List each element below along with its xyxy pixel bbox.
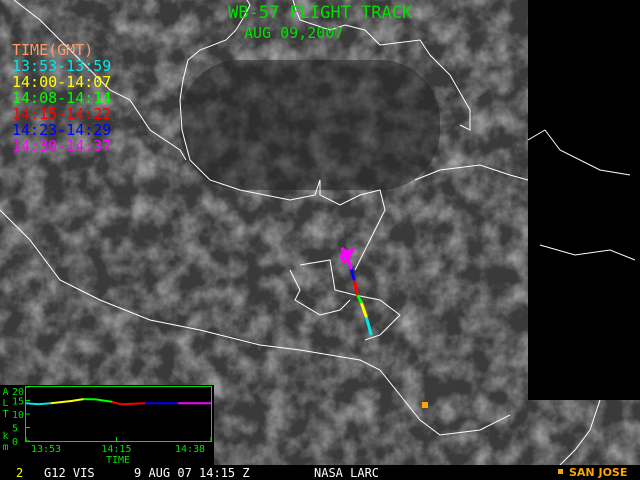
x-tick-label: 13:53 bbox=[31, 444, 61, 455]
flight-track bbox=[338, 246, 373, 336]
chart-frame bbox=[25, 386, 212, 442]
altitude-series-line bbox=[25, 402, 51, 406]
san-jose-marker bbox=[422, 402, 428, 408]
source-label: NASA LARC bbox=[314, 466, 380, 480]
legend-item: 14:00-14:07 bbox=[12, 73, 112, 91]
track-segment-4 bbox=[352, 277, 359, 296]
track-segment-1 bbox=[364, 314, 373, 336]
altitude-chart: ALT km 20 15 10 5 0 13:53 14:15 14:38 TIME bbox=[0, 385, 214, 465]
legend-item: 14:30-14:37 bbox=[12, 137, 112, 155]
y-tick-label: 20 bbox=[12, 387, 24, 398]
datetime-label: 9 AUG 07 14:15 Z bbox=[134, 466, 250, 480]
track-segment-5 bbox=[349, 266, 356, 281]
legend-header: TIME(GMT) bbox=[12, 41, 94, 59]
track-segment-6 bbox=[338, 246, 355, 270]
altitude-series-line bbox=[112, 400, 146, 406]
legend-item: 13:53-13:59 bbox=[12, 57, 112, 75]
sensor-label: G12 VIS bbox=[44, 466, 95, 480]
frame-number: 2 bbox=[16, 466, 24, 480]
altitude-series-line bbox=[83, 398, 113, 403]
coastlines bbox=[0, 0, 636, 466]
map-date: AUG 09,2007 bbox=[244, 24, 344, 42]
map-title: WB-57 FLIGHT TRACK bbox=[228, 3, 413, 23]
altitude-series-line bbox=[50, 398, 84, 405]
legend-item: 14:15-14:22 bbox=[12, 105, 112, 123]
y-axis-label: ALT km bbox=[0, 387, 11, 453]
status-bar: 2 G12 VIS 9 AUG 07 14:15 Z NASA LARC SAN… bbox=[0, 465, 640, 480]
y-tick-label: 10 bbox=[12, 410, 24, 421]
track-segment-2 bbox=[359, 300, 368, 318]
time-legend: TIME(GMT) 13:53-13:59 14:00-14:07 14:08-… bbox=[12, 42, 111, 154]
legend-item: 14:23-14:29 bbox=[12, 121, 112, 139]
x-tick-label: 14:38 bbox=[175, 444, 205, 455]
x-tick-label: 14:15 bbox=[101, 444, 131, 455]
legend-item: 14:08-14:14 bbox=[12, 89, 112, 107]
marker-legend-label: SAN JOSE bbox=[569, 466, 628, 479]
y-tick-label: 5 bbox=[12, 424, 18, 435]
y-tick-label: 0 bbox=[12, 437, 18, 448]
x-axis-label: TIME bbox=[106, 455, 130, 465]
marker-legend-icon bbox=[558, 469, 563, 474]
y-tick-label: 15 bbox=[12, 397, 24, 408]
